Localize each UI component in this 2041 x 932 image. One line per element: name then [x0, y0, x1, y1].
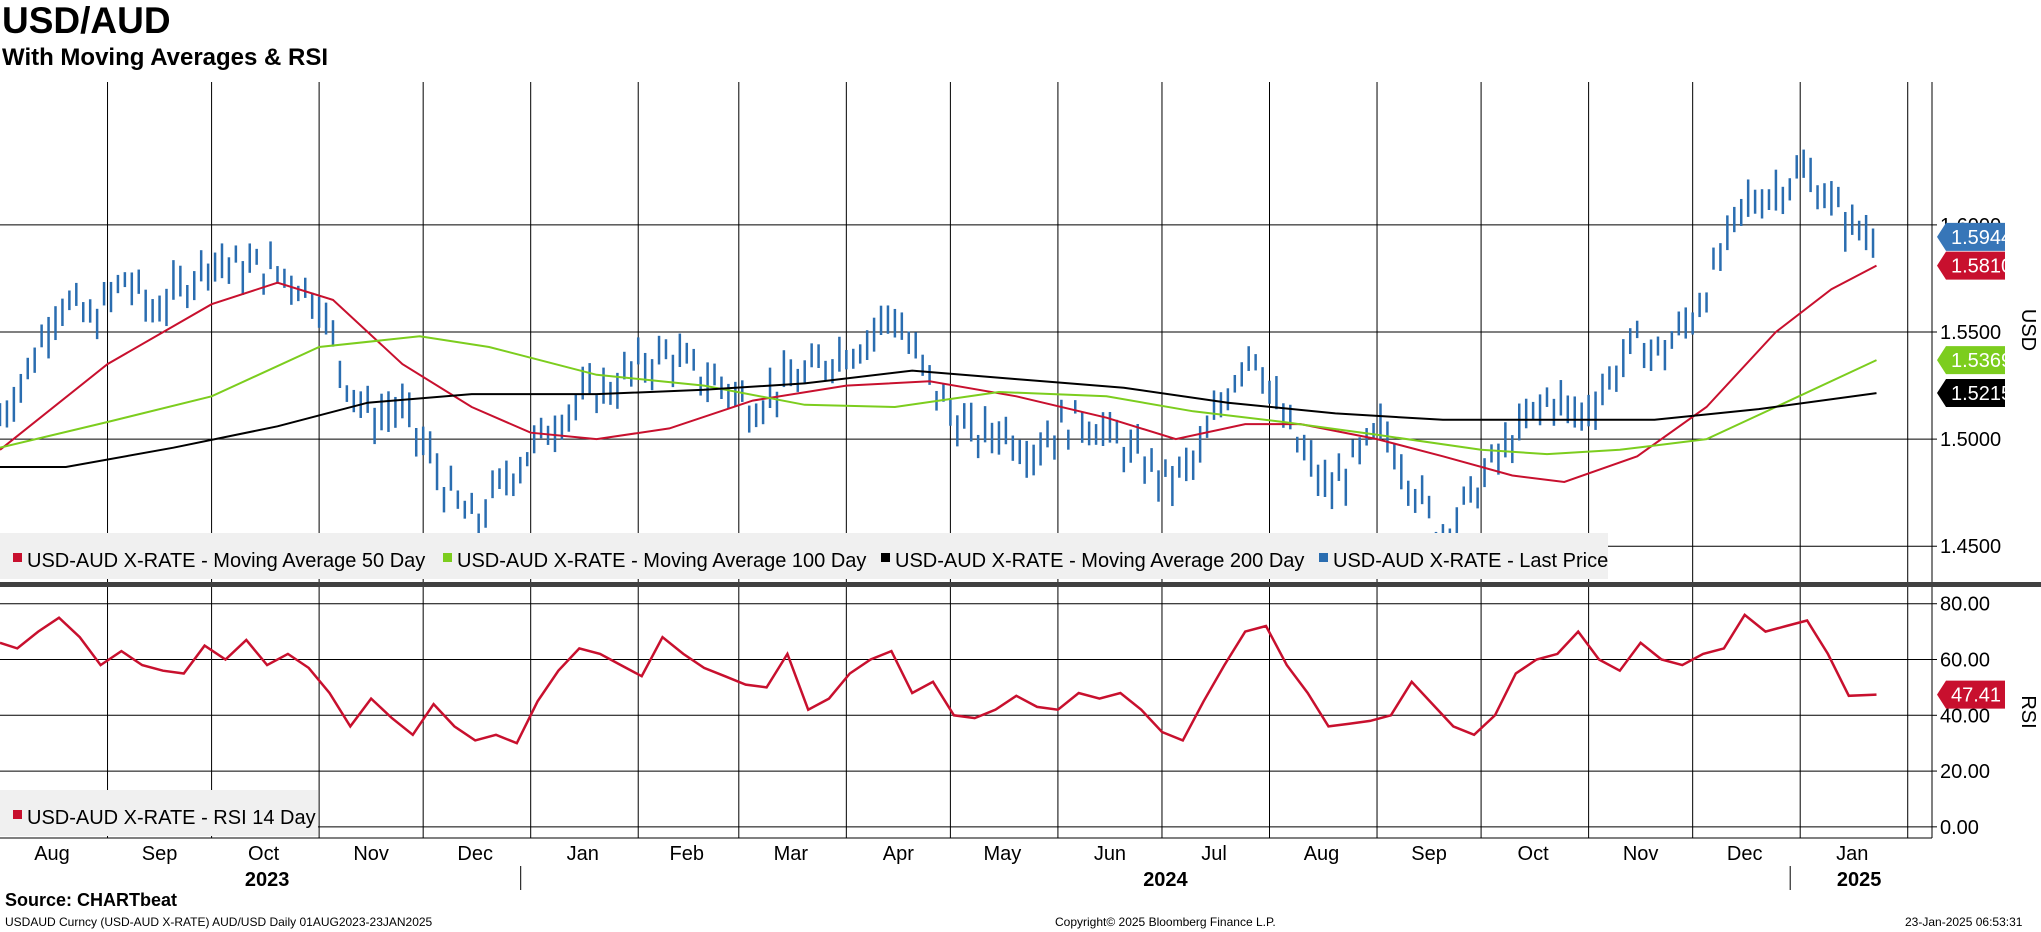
y-axis-labels: 1.45001.50001.55001.60000.0020.0040.0060… [1932, 215, 2039, 839]
price-last-flag: 1.5944 [1937, 222, 2012, 251]
x-month-label: Aug [1304, 843, 1340, 865]
chart-title: USD/AUD [2, 0, 171, 41]
x-month-label: Oct [1518, 843, 1550, 865]
legend-swatch [443, 553, 452, 562]
ma200-last-flag: 1.5215 [1937, 379, 2012, 408]
rsi-ytick-label: 20.00 [1940, 761, 1990, 783]
last-value-flags: 1.5944 1.5810 1.5369 1.5215 47.41 [1937, 222, 2012, 709]
x-month-label: Oct [248, 843, 280, 865]
ma50-last-flag-label: 1.5810 [1951, 256, 2012, 278]
legend-swatch [13, 553, 22, 562]
price-ytick-label: 1.5000 [1940, 429, 2001, 451]
chart-subtitle: With Moving Averages & RSI [2, 44, 329, 71]
ma100-last-flag-label: 1.5369 [1951, 350, 2012, 372]
ticker-info: USDAUD Curncy (USD-AUD X-RATE) AUD/USD D… [5, 915, 433, 929]
x-month-label: Jun [1094, 843, 1126, 865]
rsi-panel-grid [0, 587, 1932, 839]
timestamp-label: 23-Jan-2025 06:53:31 [1905, 915, 2023, 929]
legend-bg [0, 790, 318, 836]
x-month-label: May [984, 843, 1022, 865]
x-year-label: 2024 [1143, 869, 1188, 891]
rsi-ytick-label: 60.00 [1940, 650, 1990, 672]
ma50-line [0, 264, 1877, 484]
price-ytick-label: 1.4500 [1940, 536, 2001, 558]
ma100-line [0, 335, 1877, 456]
rsi-ytick-label: 0.00 [1940, 817, 1979, 839]
legend-swatch [881, 553, 890, 562]
x-month-label: Sep [1411, 843, 1447, 865]
ma100-last-flag: 1.5369 [1937, 346, 2012, 375]
ma50-last-flag-shape [1937, 251, 2005, 280]
x-month-label: Aug [34, 843, 70, 865]
price-last-flag-shape [1937, 222, 2005, 251]
price-panel-legend: USD-AUD X-RATE - Moving Average 50 Day US… [0, 533, 1608, 579]
price-last-flag-label: 1.5944 [1951, 227, 2012, 249]
x-month-label: Sep [142, 843, 178, 865]
legend-bg [868, 533, 1306, 579]
legend-label: USD-AUD X-RATE - Moving Average 100 Day [457, 550, 866, 572]
ma200-last-flag-shape [1937, 379, 2005, 408]
legend-swatch [1319, 553, 1328, 562]
rsi-axis-unit: RSI [2017, 695, 2039, 728]
legend-label: USD-AUD X-RATE - Moving Average 200 Day [895, 550, 1304, 572]
x-month-label: Nov [353, 843, 389, 865]
x-axis-labels: Aug Sep Oct Nov Dec Jan Feb Mar Apr May Jun Jul Aug S… [34, 843, 1881, 891]
rsi-ytick-label: 80.00 [1940, 594, 1990, 616]
panel-divider [0, 582, 2041, 587]
rsi-line [0, 613, 1877, 745]
x-month-label: Apr [883, 843, 914, 865]
rsi-last-flag-shape [1937, 680, 2005, 709]
ma100-last-flag-shape [1937, 346, 2005, 375]
x-year-label: 2025 [1837, 869, 1882, 891]
legend-label: USD-AUD X-RATE - RSI 14 Day [27, 807, 316, 829]
x-month-label: Dec [1727, 843, 1763, 865]
price-panel-series [0, 149, 1877, 559]
x-month-label: Jan [1836, 843, 1868, 865]
rsi-ytick-label: 40.00 [1940, 705, 1990, 727]
legend-bg [1306, 533, 1608, 579]
x-month-label: Jan [567, 843, 599, 865]
x-month-label: Feb [670, 843, 704, 865]
x-month-label: Jul [1201, 843, 1227, 865]
legend-swatch [13, 810, 22, 819]
price-ytick-label: 1.5500 [1940, 322, 2001, 344]
rsi-last-flag: 47.41 [1937, 680, 2005, 709]
legend-label: USD-AUD X-RATE - Last Price [1333, 550, 1608, 572]
x-month-label: Nov [1623, 843, 1659, 865]
rsi-panel-legend: USD-AUD X-RATE - RSI 14 Day [0, 790, 318, 836]
ma200-line [0, 369, 1877, 468]
source-label: Source: CHARTbeat [5, 890, 178, 910]
price-axis-unit: USD [2017, 309, 2039, 351]
rsi-panel-series [0, 613, 1877, 745]
ma200-last-flag-label: 1.5215 [1951, 383, 2012, 405]
x-month-label: Dec [457, 843, 493, 865]
legend-label: USD-AUD X-RATE - Moving Average 50 Day [27, 550, 425, 572]
legend-bg [0, 533, 430, 579]
legend-bg [430, 533, 868, 579]
ma50-last-flag: 1.5810 [1937, 251, 2012, 280]
rsi-last-flag-label: 47.41 [1951, 685, 2001, 707]
copyright-notice: Copyright© 2025 Bloomberg Finance L.P. [1055, 915, 1276, 929]
x-year-label: 2023 [245, 869, 290, 891]
x-month-label: Mar [774, 843, 809, 865]
